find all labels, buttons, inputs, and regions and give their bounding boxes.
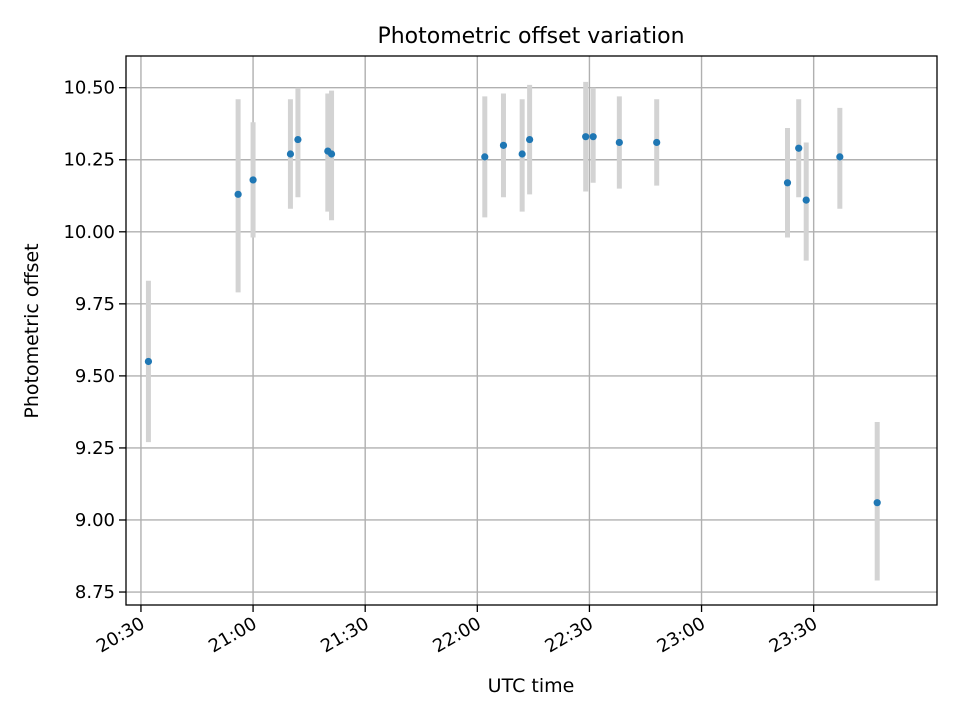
y-tick-label: 8.75 bbox=[75, 582, 115, 603]
data-point bbox=[783, 179, 792, 187]
y-tick-label: 10.00 bbox=[63, 222, 115, 243]
y-tick-label: 10.25 bbox=[63, 150, 115, 171]
data-point bbox=[499, 141, 508, 149]
data-point bbox=[526, 135, 534, 144]
data-point bbox=[327, 150, 336, 158]
y-tick-label: 9.75 bbox=[75, 294, 115, 315]
data-point bbox=[615, 138, 623, 147]
y-axis-label: Photometric offset bbox=[21, 243, 43, 418]
y-tick-label: 9.50 bbox=[75, 366, 115, 387]
data-point bbox=[249, 176, 257, 184]
chart-title: Photometric offset variation bbox=[377, 24, 684, 49]
y-axis-ticks: 8.75 9.00 9.25 9.50 9.75 10.00 10.25 10.50 bbox=[63, 78, 126, 603]
data-point bbox=[653, 138, 661, 147]
data-point bbox=[144, 357, 153, 366]
data-point bbox=[836, 153, 844, 161]
data-point bbox=[795, 144, 803, 152]
data-point bbox=[234, 190, 242, 198]
data-point bbox=[481, 153, 489, 161]
plot-area-frame bbox=[125, 55, 938, 606]
data-point bbox=[582, 133, 590, 141]
y-tick-label: 9.25 bbox=[75, 438, 115, 459]
data-point bbox=[589, 133, 597, 141]
data-point bbox=[802, 196, 810, 204]
data-point bbox=[873, 499, 881, 507]
y-tick-label: 10.50 bbox=[63, 78, 115, 99]
data-point bbox=[286, 150, 295, 158]
x-axis-label: UTC time bbox=[488, 675, 575, 697]
data-point bbox=[518, 150, 526, 158]
y-tick-label: 9.00 bbox=[75, 510, 115, 531]
data-point bbox=[294, 135, 302, 144]
data-points bbox=[144, 133, 881, 507]
